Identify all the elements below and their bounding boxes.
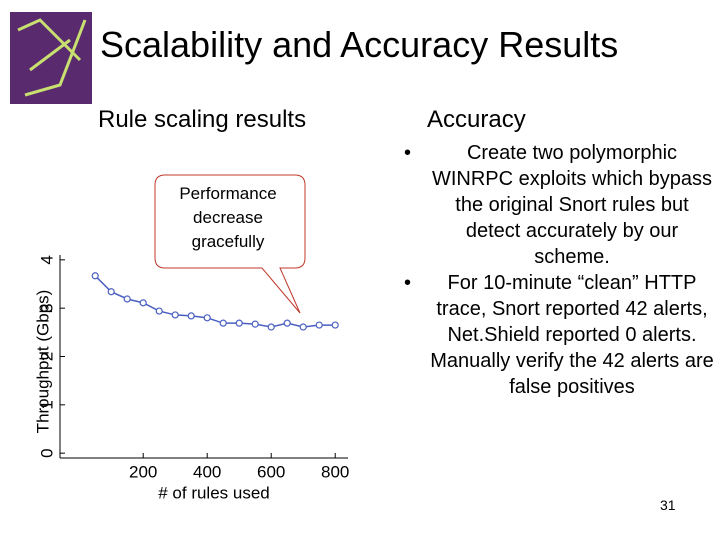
page-number: 31 [660,497,676,513]
bullet: Create two polymorphic WINRPC exploits w… [402,140,714,270]
y-tick-label: 4 [37,255,56,264]
data-point [187,312,195,320]
data-point [283,319,291,327]
data-line [94,275,336,328]
x-tick-label: 800 [321,462,349,481]
data-point [203,314,211,322]
data-point [331,321,339,329]
x-axis-label: # of rules used [158,483,270,502]
y-axis-label: Throughput (Gbps) [33,290,52,434]
y-tick-label: 1 [37,400,56,409]
x-tick-label: 400 [193,462,221,481]
data-point [107,288,115,296]
data-point [315,321,323,329]
data-point [123,295,131,303]
data-point [171,311,179,319]
data-point [267,323,275,331]
data-point [235,319,243,327]
x-tick-label: 600 [257,462,285,481]
logo-drawing [17,18,87,97]
data-point [251,320,259,328]
callout-text: Performance decrease gracefully [179,184,277,251]
right-heading: Accuracy [427,106,526,133]
y-tick-label: 0 [37,448,56,457]
x-tick-label: 200 [129,462,157,481]
left-heading: Rule scaling results [98,106,307,133]
y-tick-label: 3 [37,303,56,312]
y-tick-label: 2 [37,352,56,361]
data-point [139,299,147,307]
data-point [299,323,307,331]
data-point [219,319,227,327]
callout-bubble [154,174,306,314]
slide-title: Scalability and Accuracy Results [100,24,619,65]
data-point [91,272,99,280]
bullet-list: Create two polymorphic WINRPC exploits w… [402,140,714,400]
bullet: For 10-minute “clean” HTTP trace, Snort … [402,270,714,400]
data-point [155,307,163,315]
